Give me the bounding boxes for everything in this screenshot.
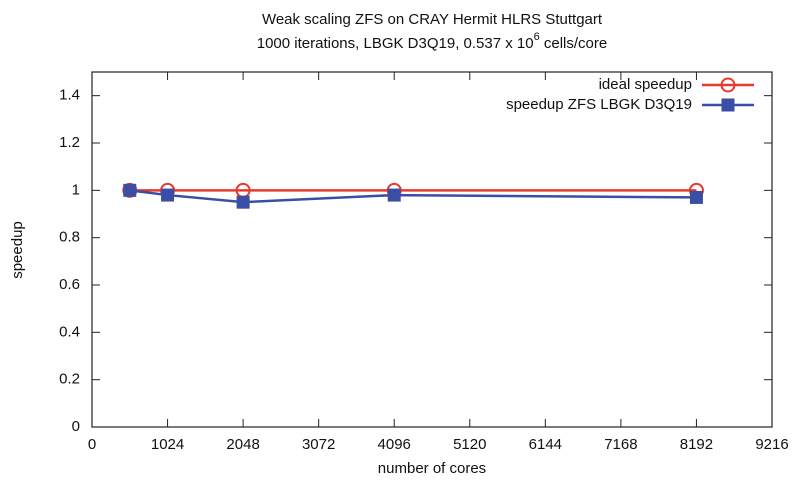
legend-marker xyxy=(720,77,736,93)
y-tick-label: 0.8 xyxy=(59,229,80,246)
data-point xyxy=(689,190,703,204)
x-tick-label: 9216 xyxy=(755,436,788,453)
x-tick-label: 8192 xyxy=(680,436,713,453)
chart-title: Weak scaling ZFS on CRAY Hermit HLRS Stu… xyxy=(262,11,603,28)
subtitle-superscript: 6 xyxy=(534,31,540,43)
legend-label: speedup ZFS LBGK D3Q19 xyxy=(506,96,692,113)
x-tick-label: 6144 xyxy=(529,436,562,453)
x-tick-label: 3072 xyxy=(302,436,335,453)
legend-marker xyxy=(721,98,735,112)
data-point xyxy=(236,195,250,209)
y-tick-label: 1.2 xyxy=(59,134,80,151)
subtitle-text: 1000 iterations, LBGK D3Q19, 0.537 x 10 xyxy=(257,35,534,52)
x-axis-label: number of cores xyxy=(378,460,486,477)
x-tick-label: 5120 xyxy=(453,436,486,453)
x-tick-label: 4096 xyxy=(378,436,411,453)
y-tick-label: 0 xyxy=(72,418,80,435)
y-tick-label: 1.4 xyxy=(59,87,80,104)
legend-label: ideal speedup xyxy=(599,76,692,93)
data-point xyxy=(387,188,401,202)
x-tick-label: 2048 xyxy=(226,436,259,453)
x-tick-label: 7168 xyxy=(604,436,637,453)
y-tick-label: 0.2 xyxy=(59,371,80,388)
y-tick-label: 0.4 xyxy=(59,323,80,340)
data-point xyxy=(161,188,175,202)
plot-frame xyxy=(91,71,773,428)
series-line xyxy=(129,189,697,204)
data-point xyxy=(123,183,137,197)
subtitle-text: cells/core xyxy=(540,35,608,52)
y-tick-label: 1 xyxy=(72,181,80,198)
x-tick-label: 1024 xyxy=(151,436,184,453)
chart-subtitle: 1000 iterations, LBGK D3Q19, 0.537 x 106… xyxy=(257,31,608,52)
y-axis-label: speedup xyxy=(9,221,26,279)
y-tick-label: 0.6 xyxy=(59,276,80,293)
x-tick-label: 0 xyxy=(88,436,96,453)
